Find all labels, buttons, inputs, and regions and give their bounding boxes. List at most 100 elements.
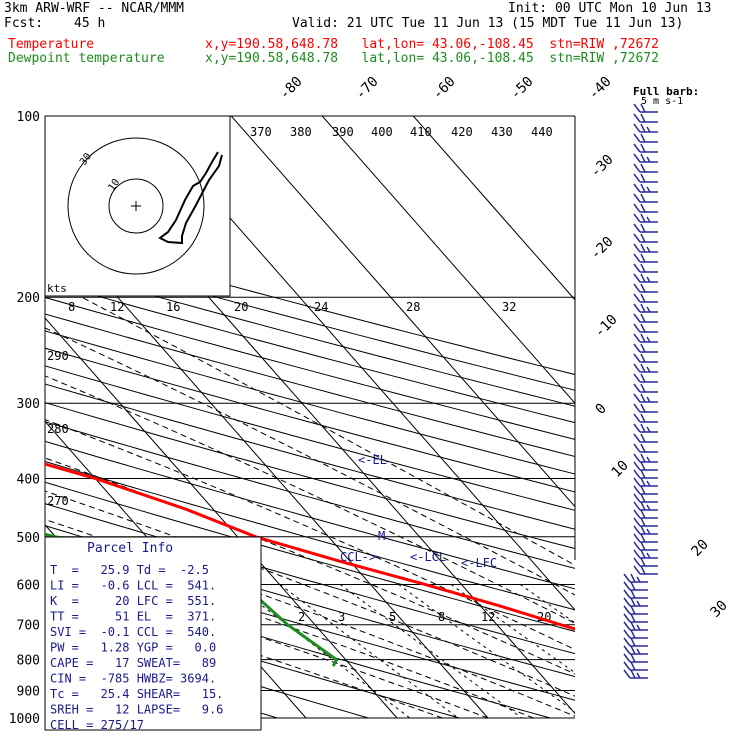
wind-barb [633, 353, 658, 363]
potential-temperature-label: 390 [332, 125, 354, 139]
wind-barb [623, 637, 648, 647]
sounding-traces [45, 462, 575, 667]
hodograph-units: kts [47, 282, 67, 295]
wind-barb [633, 393, 658, 403]
mixing-ratio-line [234, 584, 411, 719]
mixing-ratio-line [519, 583, 575, 624]
isotherm-line [412, 116, 575, 301]
wind-barb [633, 133, 658, 143]
annotation-el: <-EL [358, 453, 387, 467]
moist-adiabat-line [45, 327, 575, 596]
wind-barb [623, 669, 648, 679]
isotherm-label: -10 [592, 312, 621, 341]
series-line-dewpoint-temperature [45, 532, 339, 667]
parcel-info-row: CELL = 275/17 [50, 718, 144, 732]
dry-adiabat-line [45, 595, 460, 719]
potential-temperature-label: 420 [451, 125, 473, 139]
wind-barb [633, 493, 658, 503]
pressure-tick-label: 800 [17, 654, 40, 669]
parcel-info-row: CAPE = 17 SWEAT= 89 [50, 656, 216, 670]
forecast-hours: 45 h [74, 16, 106, 31]
dry-adiabat-line [45, 461, 575, 611]
wind-barb [623, 621, 648, 631]
wind-barb [623, 597, 648, 607]
isotherm-label: -50 [508, 74, 537, 103]
forecast-label: Fcst: [4, 16, 44, 31]
wind-barb [633, 233, 658, 243]
wind-barb [633, 193, 658, 203]
potential-temperature-label: 370 [250, 125, 272, 139]
wind-barb [633, 183, 658, 193]
mixing-ratio-line [279, 584, 459, 719]
wind-barb [633, 323, 658, 333]
wind-barb [633, 477, 658, 487]
isotherm-label: 0 [593, 401, 610, 418]
wind-barb [633, 303, 658, 313]
wind-barb [633, 113, 658, 123]
pressure-tick-label: 900 [17, 684, 40, 699]
dry-adiabat-line [45, 421, 575, 569]
isotherm-line [230, 116, 575, 508]
wind-barb [633, 333, 658, 343]
wind-barb [633, 313, 658, 323]
dry-adiabat-line [45, 234, 575, 376]
wind-barb [633, 153, 658, 163]
mixing-ratio-label: 20 [234, 300, 248, 314]
annotation-ccl: CCL-> [340, 550, 376, 564]
isotherm-label: -60 [430, 74, 459, 103]
wind-barb [633, 423, 658, 433]
hodograph: 10 30 kts [44, 115, 231, 297]
mixing-ratio-line [398, 583, 575, 713]
parcel-info-panel: Parcel Info T = 25.9 Td = -2.5 LI = -0.6 … [44, 536, 262, 732]
dry-adiabat-line [45, 249, 575, 391]
wind-barb [633, 203, 658, 213]
parcel-info-row: K = 20 LFC = 551. [50, 594, 216, 608]
parcel-info-row: SVI = -0.1 CCL = 540. [50, 625, 216, 639]
wind-barb [633, 273, 658, 283]
pressure-tick-label: 300 [17, 397, 40, 412]
wind-barb-legend-label: Full barb: [633, 85, 699, 98]
parcel-info-row: PW = 1.28 YGP = 0.0 [50, 641, 216, 655]
wind-barb [633, 223, 658, 233]
wind-barb [623, 653, 648, 663]
isotherm-line [321, 116, 575, 404]
moist-adiabat-line [45, 584, 443, 719]
isotherm-label: -30 [588, 152, 617, 181]
mixing-ratio-label: 8 [438, 610, 445, 624]
wind-barb [623, 573, 648, 583]
pressure-tick-label: 600 [17, 578, 40, 593]
wind-barb [633, 213, 658, 223]
isotherm-label: -80 [277, 74, 306, 103]
mixing-ratio-label: 28 [406, 300, 420, 314]
dry-adiabat-line [45, 313, 575, 458]
wind-barb [633, 283, 658, 293]
annotation-lcl: <-LCL [410, 550, 446, 564]
wind-barb [633, 525, 658, 535]
legend-temperature: Temperature [8, 37, 95, 52]
mixing-ratio-label: 12 [481, 610, 495, 624]
potential-temperature-label: 280 [47, 422, 69, 436]
wind-barb [633, 453, 658, 463]
pressure-tick-label: 400 [17, 472, 40, 487]
wind-barb [633, 263, 658, 273]
potential-temperature-label: 430 [491, 125, 513, 139]
mixing-ratio-label: 5 [389, 610, 396, 624]
isotherm-label: 30 [708, 598, 731, 621]
wind-barb [633, 373, 658, 383]
parcel-info-row: SREH = 12 LAPSE= 9.6 [50, 703, 223, 717]
wind-barb [623, 605, 648, 615]
wind-barb [623, 645, 648, 655]
wind-barb [633, 541, 658, 551]
mixing-ratio-line [339, 584, 523, 719]
pressure-tick-label: 200 [17, 291, 40, 306]
wind-barb [633, 293, 658, 303]
dry-adiabat-line [45, 481, 575, 632]
wind-barb [623, 661, 648, 671]
wind-barb [633, 343, 658, 353]
moist-adiabat-line [81, 296, 575, 566]
wind-barb [633, 517, 658, 527]
model-title: 3km ARW-WRF -- NCAR/MMM [4, 1, 185, 16]
mixing-ratio-label: 8 [68, 300, 75, 314]
annotation-lfc: <-LFC [461, 556, 497, 570]
